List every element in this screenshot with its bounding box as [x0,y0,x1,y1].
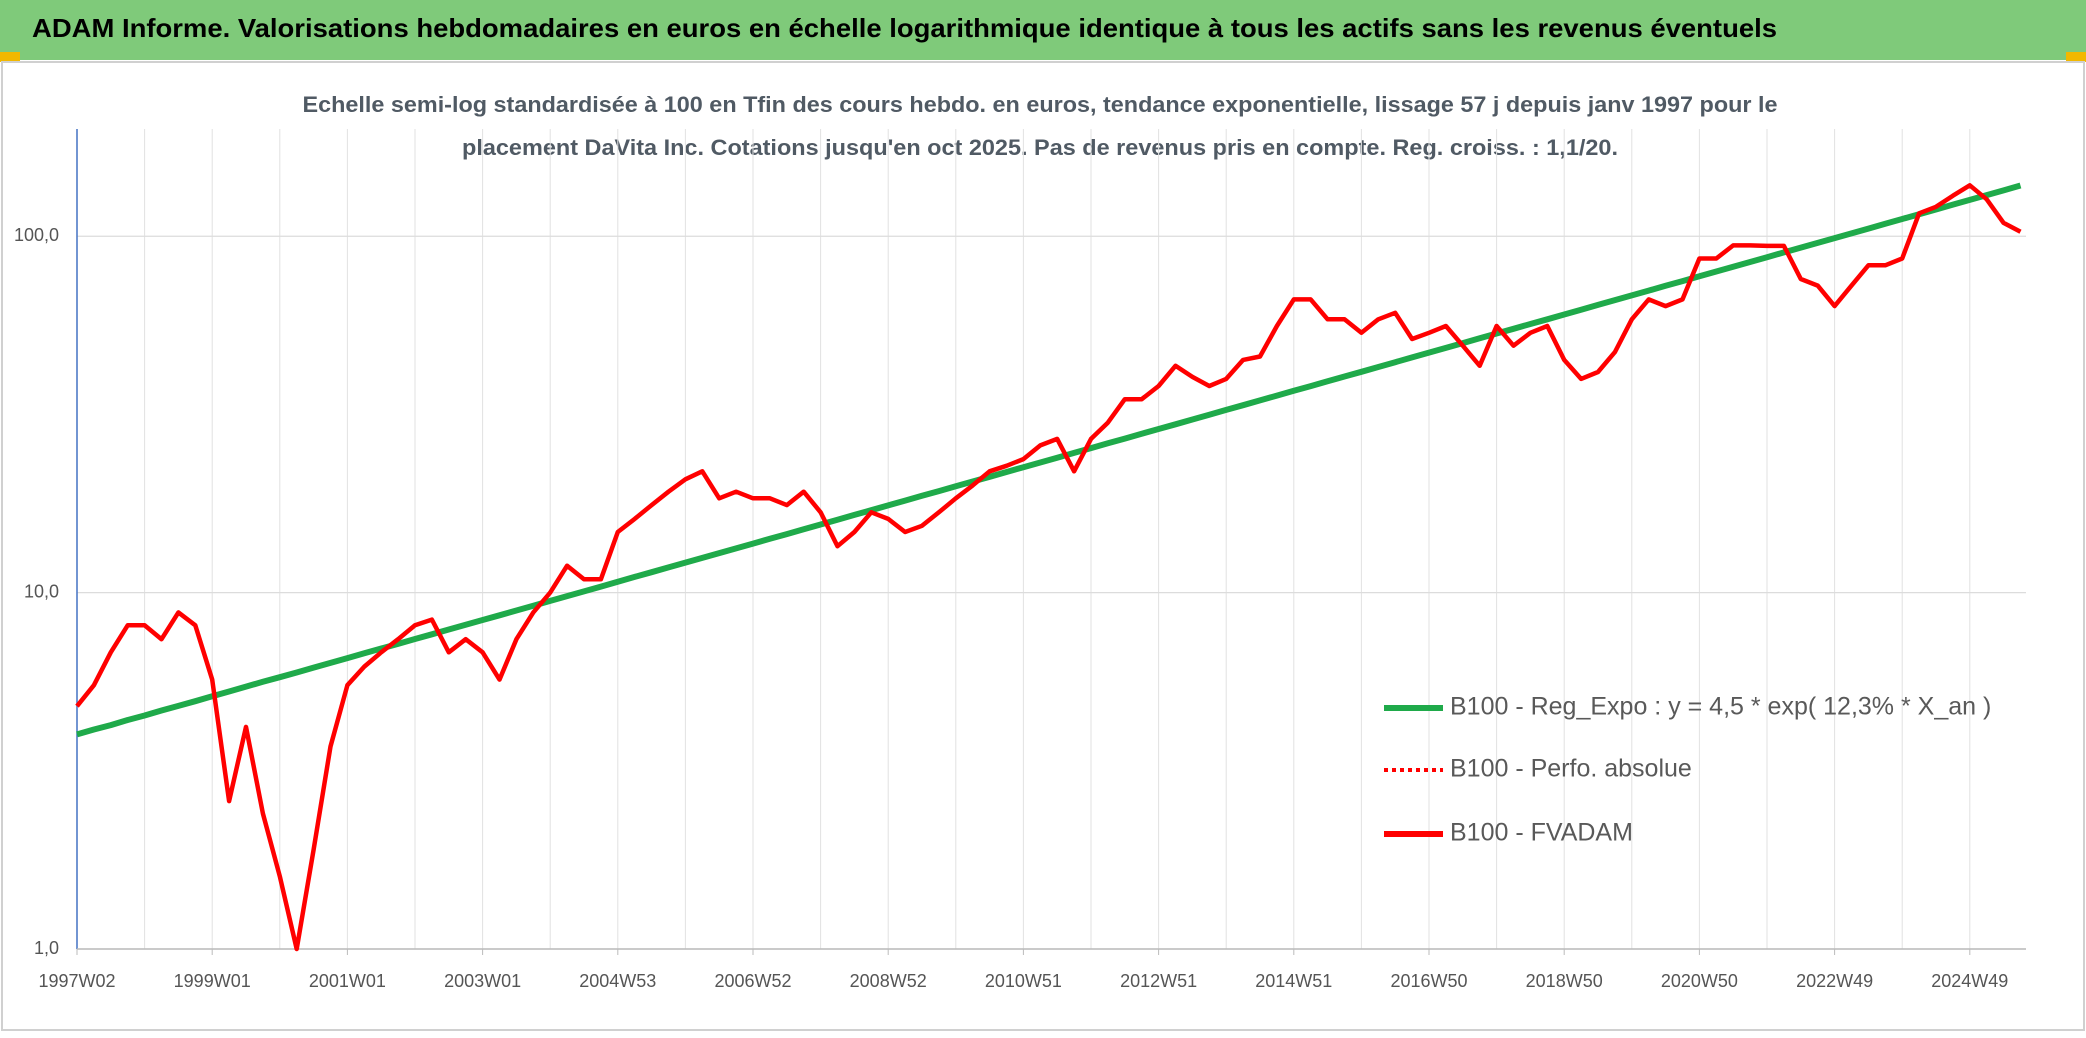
x-tick-label: 2001W01 [309,971,386,991]
x-tick-label: 2006W52 [714,971,791,991]
x-tick-label: 1999W01 [174,971,251,991]
y-tick-label: 10,0 [24,581,59,601]
x-tick-label: 2012W51 [1120,971,1197,991]
chart-subtitle: Echelle semi-log standardisée à 100 en T… [303,92,1778,117]
x-tick-label: 2010W51 [985,971,1062,991]
legend-label: B100 - Perfo. absolue [1450,755,1692,783]
x-tick-label: 2003W01 [444,971,521,991]
x-tick-label: 2018W50 [1526,971,1603,991]
y-tick-label: 100,0 [14,225,59,245]
x-tick-label: 2016W50 [1390,971,1467,991]
corner-mark [2066,52,2086,62]
y-tick-label: 1,0 [34,938,59,958]
series-line [75,183,2022,952]
x-tick-label: 2024W49 [1931,971,2008,991]
corner-mark [0,52,20,62]
legend-label: B100 - FVADAM [1450,819,1633,847]
x-tick-label: 2014W51 [1255,971,1332,991]
x-tick-label: 2020W50 [1661,971,1738,991]
chart-subtitle: placement DaVita Inc. Cotations jusqu'en… [462,135,1618,160]
series-line [76,182,2022,738]
x-tick-label: 2022W49 [1796,971,1873,991]
x-tick-label: 1997W02 [38,971,115,991]
chart-title: ADAM Informe. Valorisations hebdomadaire… [32,13,1777,43]
frame [1,61,2085,1031]
x-tick-label: 2004W53 [579,971,656,991]
x-tick-label: 2008W52 [850,971,927,991]
legend-label: B100 - Reg_Expo : y = 4,5 * exp( 12,3% *… [1450,693,1991,721]
header-band [0,0,2086,60]
